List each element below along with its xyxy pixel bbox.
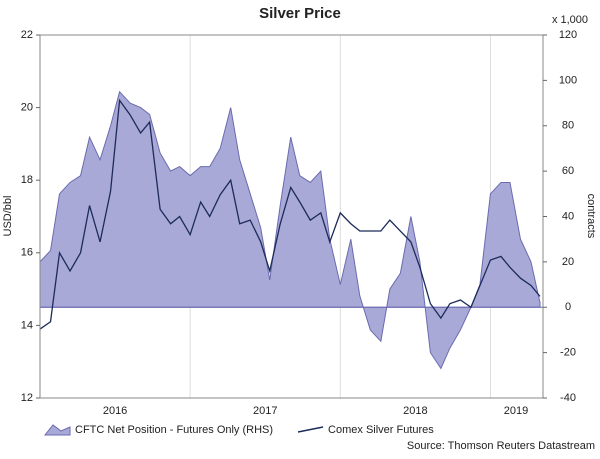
y2-axis-label: contracts [585, 194, 597, 239]
y2-tick-label: -40 [560, 392, 576, 404]
y2-tick-label: 0 [565, 301, 571, 313]
y-tick-label: 12 [21, 392, 33, 404]
y2-unit: x 1,000 [552, 14, 588, 26]
y2-tick-label: -20 [560, 347, 576, 359]
source: Source: Thomson Reuters Datastream [407, 440, 595, 452]
y-tick-label: 18 [21, 174, 33, 186]
legend-label: CFTC Net Position - Futures Only (RHS) [75, 424, 273, 436]
legend-label: Comex Silver Futures [328, 424, 434, 436]
x-tick-label: 2018 [403, 405, 427, 417]
y2-tick-label: 40 [562, 210, 574, 222]
y2-tick-label: 120 [559, 29, 577, 41]
legend-swatch [43, 424, 71, 436]
y-tick-label: 14 [21, 319, 33, 331]
x-tick-label: 2019 [504, 405, 528, 417]
area [39, 90, 541, 370]
chart-title: Silver Price [259, 5, 341, 22]
y2-tick-label: 60 [562, 165, 574, 177]
x-tick-label: 2016 [103, 405, 127, 417]
legend-swatch [297, 426, 324, 433]
x-tick-label: 2017 [253, 405, 277, 417]
y-tick-label: 22 [21, 29, 33, 41]
y2-tick-label: 20 [562, 256, 574, 268]
line [39, 98, 541, 330]
y-tick-label: 16 [21, 247, 33, 259]
y-tick-label: 20 [21, 102, 33, 114]
y2-tick-label: 80 [562, 120, 574, 132]
y-axis-label: USD/bbl [2, 196, 14, 237]
y2-tick-label: 100 [559, 74, 577, 86]
